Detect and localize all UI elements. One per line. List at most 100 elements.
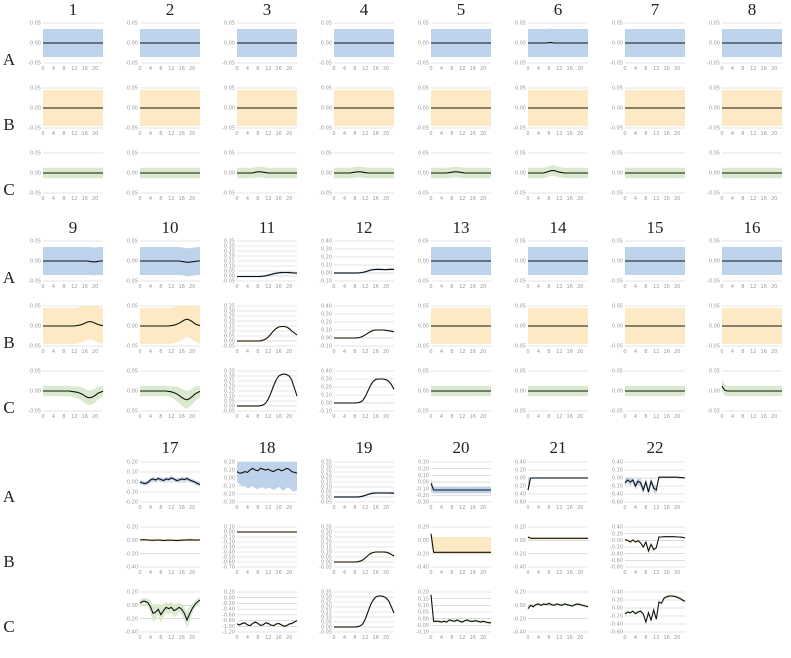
x-tick-label: 12 bbox=[265, 349, 271, 355]
x-tick-label: 20 bbox=[577, 284, 583, 290]
y-tick-label: 0.05 bbox=[709, 304, 720, 310]
y-tick-label: 0.00 bbox=[321, 106, 332, 112]
x-tick-label: 16 bbox=[567, 414, 573, 420]
x-tick-label: 8 bbox=[547, 66, 550, 72]
x-tick-label: 16 bbox=[179, 349, 185, 355]
confidence-band bbox=[431, 592, 491, 624]
x-tick-label: 16 bbox=[276, 131, 282, 137]
x-tick-label: 20 bbox=[577, 349, 583, 355]
subplot-A: 0.05 0.00 -0.050 4 8 12 16 20 bbox=[125, 21, 200, 72]
subplot-A: 0.05 0.00 -0.050 4 8 12 16 20 bbox=[319, 21, 394, 72]
y-tick-label: 0.10 bbox=[127, 470, 138, 476]
mean-line bbox=[430, 533, 491, 553]
mean-line bbox=[139, 539, 201, 542]
x-tick-label: 8 bbox=[62, 284, 65, 290]
y-tick-label: 0.05 bbox=[709, 21, 720, 27]
x-tick-label: 8 bbox=[450, 66, 453, 72]
x-tick-label: 20 bbox=[286, 66, 292, 72]
x-tick-label: 0 bbox=[332, 635, 335, 641]
x-tick-label: 12 bbox=[556, 349, 562, 355]
y-tick-label: 0.00 bbox=[321, 401, 332, 407]
x-tick-label: 8 bbox=[450, 284, 453, 290]
x-tick-label: 0 bbox=[235, 414, 238, 420]
x-tick-label: 12 bbox=[71, 284, 77, 290]
x-tick-label: 0 bbox=[720, 414, 723, 420]
x-tick-label: 16 bbox=[470, 635, 476, 641]
panel-15: 150.050.00-0.050 4 8 12 16 200.050.00-0.050 4 8… bbox=[610, 218, 685, 420]
x-tick-label: 8 bbox=[62, 131, 65, 137]
y-tick-label: -0.05 bbox=[610, 61, 623, 67]
x-tick-label: 12 bbox=[71, 196, 77, 202]
y-tick-label: 0.00 bbox=[127, 259, 138, 265]
x-tick-label: 20 bbox=[674, 570, 680, 576]
x-tick-label: 16 bbox=[664, 414, 670, 420]
x-tick-label: 4 bbox=[440, 284, 443, 290]
x-tick-label: 12 bbox=[168, 635, 174, 641]
x-tick-label: 12 bbox=[556, 131, 562, 137]
y-tick-label: -0.40 bbox=[610, 492, 623, 498]
x-tick-label: 8 bbox=[547, 635, 550, 641]
x-tick-label: 12 bbox=[653, 635, 659, 641]
x-tick-label: 20 bbox=[674, 66, 680, 72]
subplot-A: 0.350.300.250.200.150.100.050.00-0.050 4 8… bbox=[319, 460, 395, 511]
subplot-B: 0.05 0.00 -0.050 4 8 12 16 20 bbox=[125, 304, 201, 355]
panel-title: 5 bbox=[457, 0, 466, 19]
x-tick-label: 4 bbox=[634, 635, 637, 641]
y-tick-label: 0.00 bbox=[127, 480, 138, 486]
mean-line bbox=[527, 536, 588, 539]
y-tick-label: -1.20 bbox=[222, 630, 235, 636]
x-tick-label: 4 bbox=[440, 131, 443, 137]
x-tick-label: 16 bbox=[761, 196, 767, 202]
y-tick-label: 0.00 bbox=[321, 560, 332, 566]
y-tick-label: -0.05 bbox=[319, 500, 332, 506]
subplot-A: 0.20 0.10 0.00 -0.10 -0.20 -0.300 4 8 12 16 20 bbox=[222, 460, 298, 511]
x-tick-label: 0 bbox=[235, 349, 238, 355]
y-tick-label: -0.40 bbox=[610, 551, 623, 557]
x-tick-label: 0 bbox=[138, 284, 141, 290]
y-tick-label: 0.05 bbox=[612, 239, 623, 245]
y-tick-label: -0.05 bbox=[513, 344, 526, 350]
x-tick-label: 20 bbox=[383, 570, 389, 576]
x-tick-label: 0 bbox=[41, 131, 44, 137]
y-tick-label: 0.10 bbox=[224, 525, 235, 531]
y-tick-label: 0.20 bbox=[127, 525, 138, 531]
x-tick-label: 8 bbox=[256, 635, 259, 641]
x-tick-label: 12 bbox=[653, 570, 659, 576]
x-tick-label: 20 bbox=[189, 570, 195, 576]
x-tick-label: 12 bbox=[362, 284, 368, 290]
x-tick-label: 20 bbox=[189, 196, 195, 202]
y-tick-label: -0.05 bbox=[416, 623, 429, 629]
panel-9: 90.050.00-0.050 4 8 12 16 200.050.00-0.050 4 8 1… bbox=[28, 218, 104, 420]
y-tick-label: 0.05 bbox=[127, 151, 138, 157]
y-tick-label: 0.05 bbox=[418, 151, 429, 157]
x-tick-label: 12 bbox=[653, 196, 659, 202]
x-tick-label: 0 bbox=[138, 196, 141, 202]
y-tick-label: 0.05 bbox=[418, 86, 429, 92]
mean-line bbox=[237, 325, 298, 342]
subplot-A: 0.05 0.00 -0.050 4 8 12 16 20 bbox=[707, 239, 782, 290]
x-tick-label: 16 bbox=[567, 635, 573, 641]
x-tick-label: 4 bbox=[343, 570, 346, 576]
subplot-B: 0.05 0.00 -0.050 4 8 12 16 20 bbox=[416, 86, 491, 137]
subplot-C: 0.200.150.100.050.00-0.05-0.100 4 8 12 16 20 bbox=[416, 590, 491, 641]
panel-title: 4 bbox=[360, 0, 369, 19]
x-tick-label: 20 bbox=[771, 349, 777, 355]
subplot-B: 0.05 0.00 -0.050 4 8 12 16 20 bbox=[513, 86, 588, 137]
subplot-B: 0.400.200.00-0.20-0.40-0.60-0.800 4 8 12 16 2… bbox=[610, 525, 686, 576]
panel-title: 8 bbox=[748, 0, 757, 19]
x-tick-label: 12 bbox=[459, 414, 465, 420]
x-tick-label: 4 bbox=[440, 570, 443, 576]
y-tick-label: 0.20 bbox=[224, 384, 235, 390]
mean-line bbox=[140, 318, 201, 327]
x-tick-label: 8 bbox=[353, 66, 356, 72]
x-tick-label: 8 bbox=[547, 284, 550, 290]
x-tick-label: 4 bbox=[52, 284, 55, 290]
y-tick-label: -0.20 bbox=[513, 551, 526, 557]
panel-title: 16 bbox=[744, 218, 761, 237]
x-tick-label: 20 bbox=[92, 66, 98, 72]
y-tick-label: 0.00 bbox=[612, 41, 623, 47]
x-tick-label: 4 bbox=[537, 284, 540, 290]
x-tick-label: 4 bbox=[52, 349, 55, 355]
x-tick-label: 4 bbox=[440, 505, 443, 511]
y-tick-label: -0.05 bbox=[513, 409, 526, 415]
